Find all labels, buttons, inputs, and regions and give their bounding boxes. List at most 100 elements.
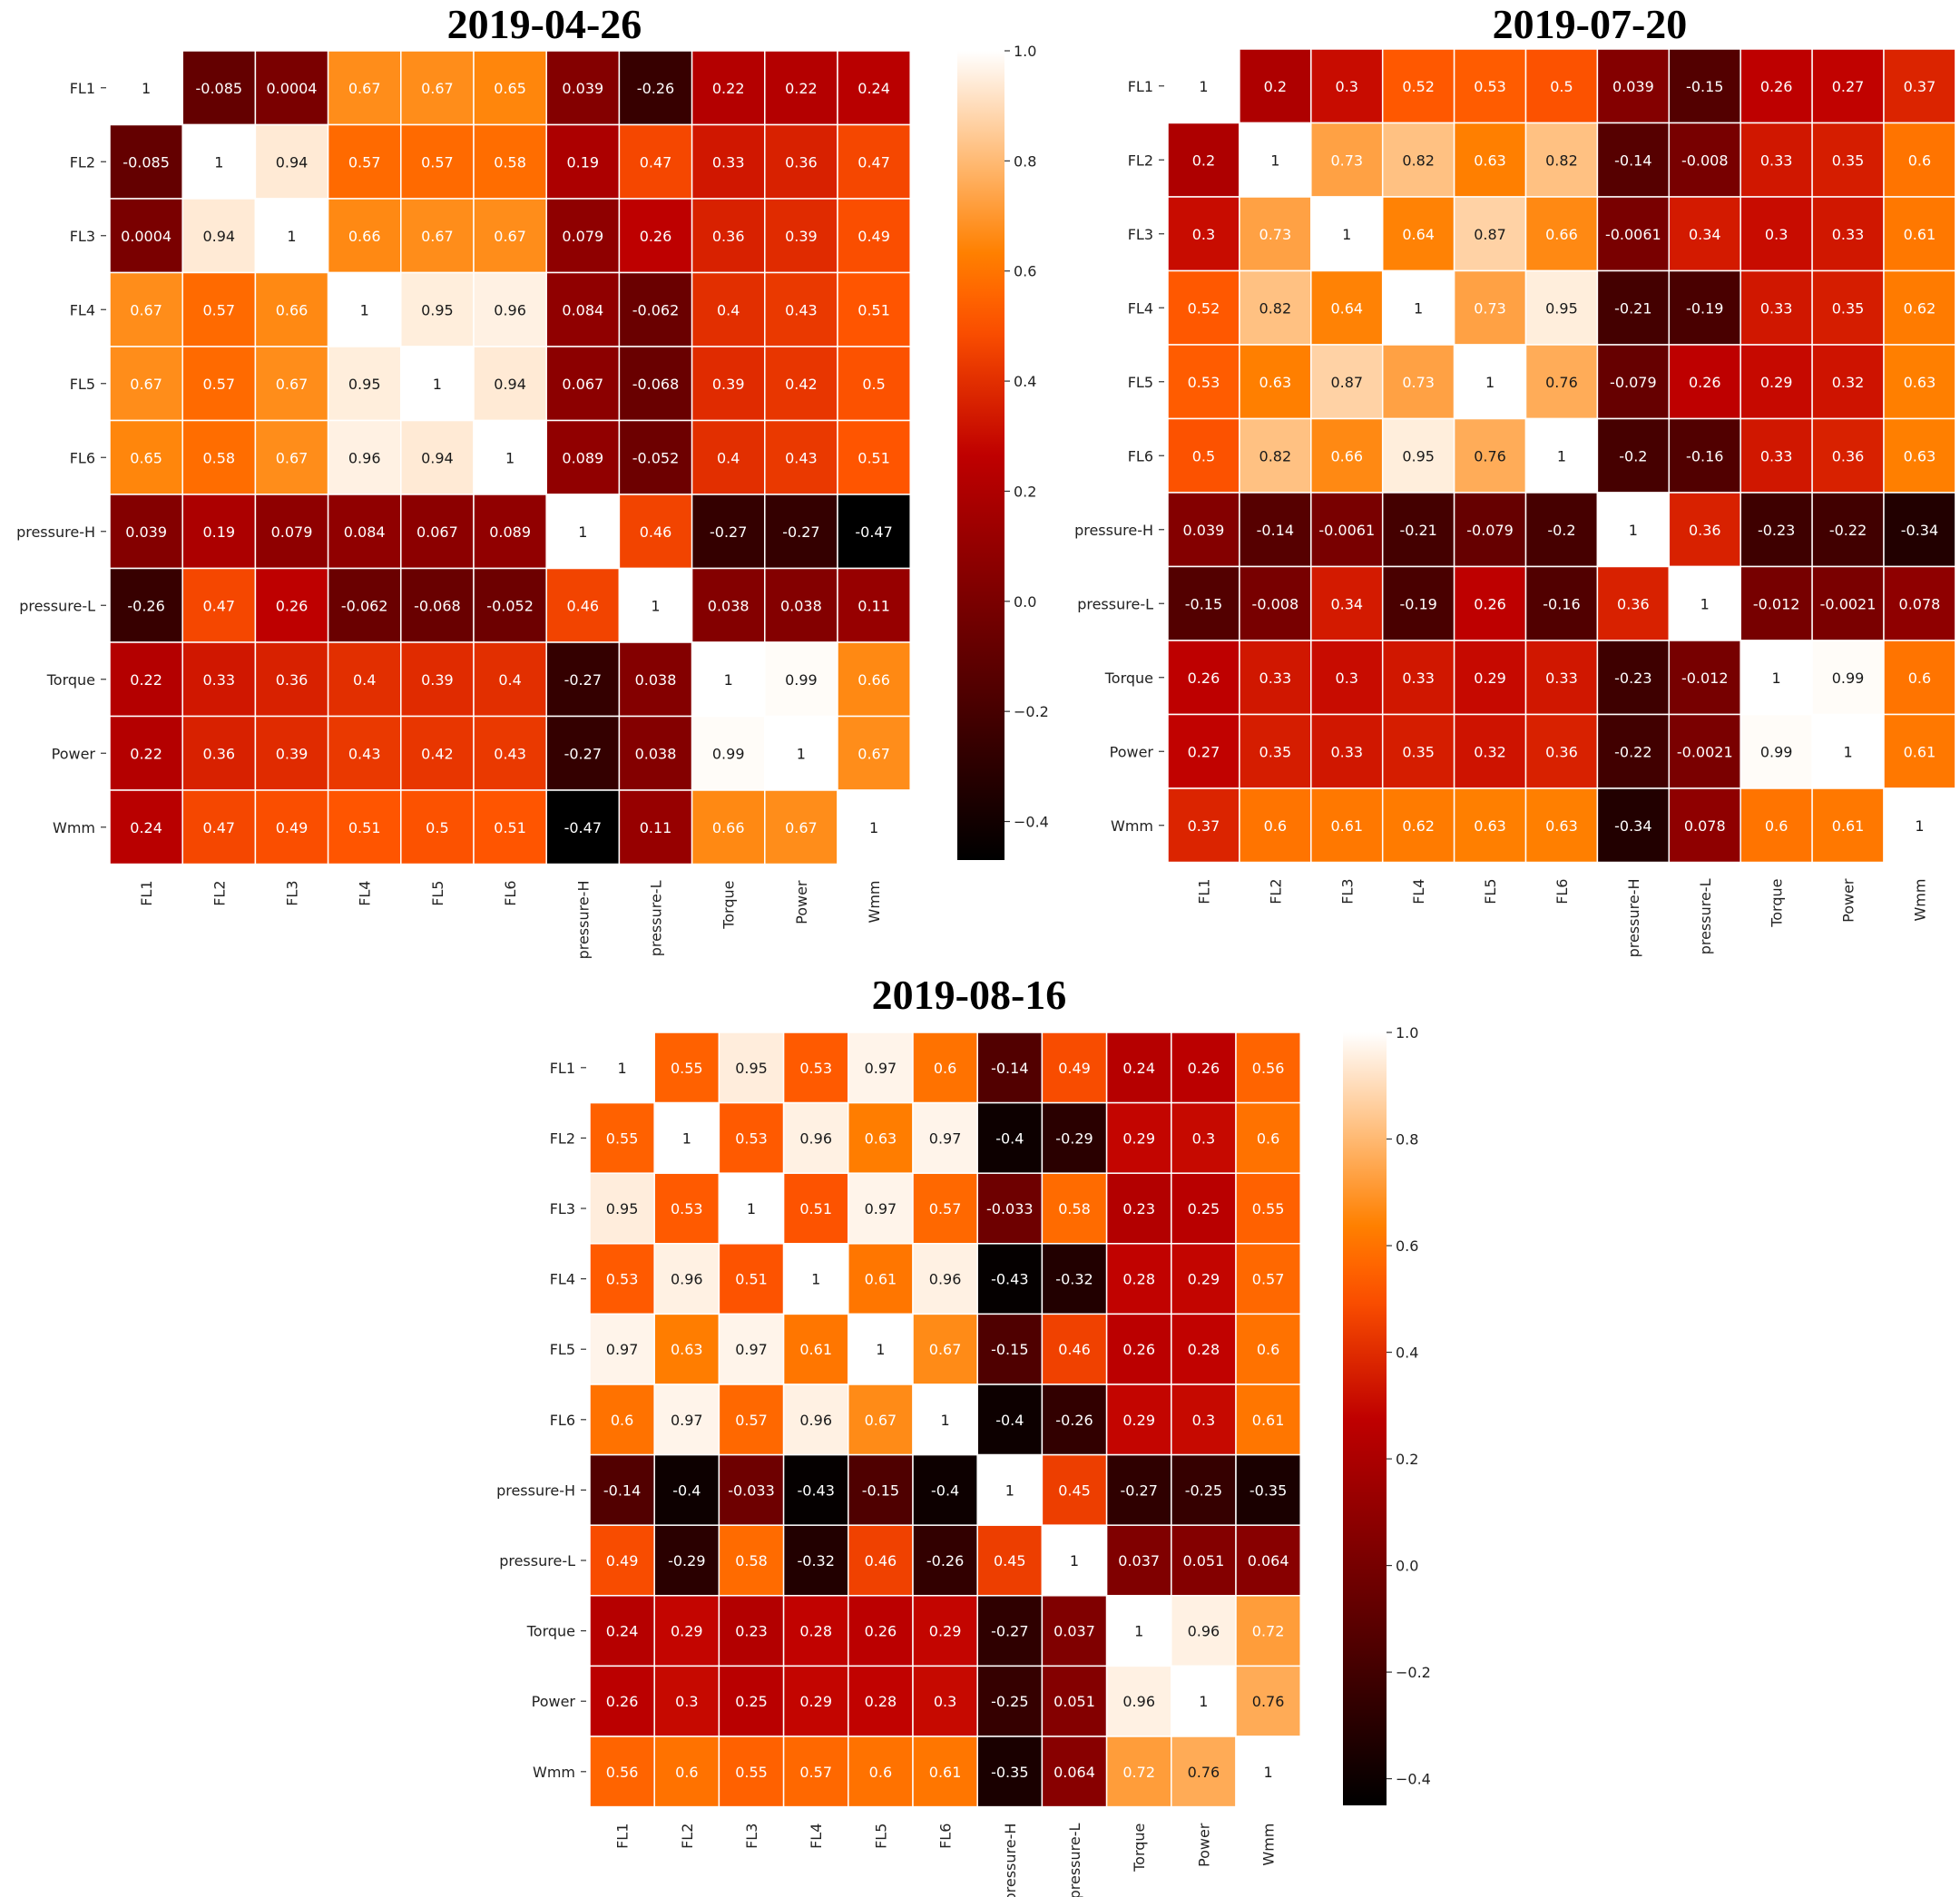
cell-value-label: 0.039	[125, 523, 167, 541]
cell-value-label: 1	[360, 301, 369, 318]
heatmap-cell	[1235, 1665, 1301, 1737]
y-tick-label-fl6: FL6	[70, 449, 95, 466]
heatmap-cell	[1041, 1524, 1108, 1597]
cell-value-label: 0.67	[348, 80, 381, 97]
cell-value-label: 0.55	[606, 1129, 639, 1147]
heatmap-cell	[109, 641, 183, 718]
heatmap-cell	[912, 1665, 978, 1737]
heatmap-cell	[1381, 492, 1455, 568]
heatmap-cell	[976, 1453, 1044, 1526]
heatmap-cell	[473, 494, 547, 570]
heatmap-cell	[718, 1172, 785, 1245]
y-tick-label-fl4: FL4	[550, 1271, 575, 1288]
heatmap-cell	[718, 1384, 785, 1456]
cell-value-label: 0.52	[1188, 299, 1220, 317]
heatmap-cell	[1171, 1736, 1237, 1808]
heatmap-cell	[1235, 1736, 1301, 1808]
cell-value-label: 0.064	[1054, 1764, 1095, 1781]
colorbar-tick-label: 0.4	[1396, 1345, 1418, 1362]
heatmap-cell	[545, 271, 621, 347]
cell-value-label: 0.34	[1330, 595, 1363, 612]
cell-value-label: 0.63	[671, 1341, 703, 1358]
cell-value-label: 0.51	[348, 819, 381, 836]
cell-value-label: 0.039	[1612, 78, 1654, 95]
chart-title: 2019-07-20	[1493, 1, 1688, 47]
cell-value-label: -0.34	[1614, 817, 1651, 835]
cell-value-label: 0.66	[348, 228, 381, 245]
x-tick-label-fl5: FL5	[429, 881, 446, 906]
y-tick-label-fl5: FL5	[70, 376, 95, 393]
heatmap-cell	[653, 1243, 720, 1315]
heatmap-cell	[848, 1524, 914, 1597]
cell-value-label: 0.61	[1330, 817, 1363, 835]
cell-value-label: 0.28	[865, 1693, 897, 1710]
heatmap-cell	[1171, 1101, 1237, 1174]
heatmap-cell	[1524, 417, 1599, 494]
cell-value-label: 0.45	[1058, 1481, 1091, 1499]
heatmap-cell	[1310, 565, 1384, 641]
chart-title: 2019-08-16	[872, 972, 1067, 1018]
cell-value-label: 0.25	[735, 1693, 768, 1710]
heatmap-cell	[1239, 417, 1312, 494]
y-tick-label-wmm: Wmm	[53, 819, 95, 836]
cell-value-label: 0.63	[1259, 374, 1292, 391]
cell-value-label: 0.33	[1545, 670, 1578, 687]
x-tick-label-power: Power	[793, 880, 810, 924]
cell-value-label: 1	[724, 671, 733, 689]
heatmap-cell	[1596, 787, 1671, 864]
cell-value-label: 0.6	[1908, 670, 1931, 687]
heatmap-cell	[1167, 787, 1240, 864]
cell-value-label: -0.43	[797, 1481, 834, 1499]
cell-value-label: 0.22	[130, 671, 162, 689]
heatmap-cell	[653, 1665, 720, 1737]
cell-value-label: 0.53	[1188, 374, 1220, 391]
cell-value-label: 0.29	[1188, 1271, 1220, 1288]
x-tick-label-fl2: FL2	[211, 881, 228, 906]
heatmap-cell	[400, 567, 475, 643]
cell-value-label: 0.037	[1118, 1552, 1160, 1569]
cell-value-label: 0.39	[785, 228, 818, 245]
heatmap-cell	[589, 1736, 655, 1808]
heatmap-cell	[1811, 565, 1885, 641]
cell-value-label: 0.4	[717, 449, 740, 466]
heatmap-cell	[1883, 122, 1956, 198]
heatmap-cell	[473, 198, 547, 274]
cell-value-label: -0.068	[414, 597, 461, 614]
cell-value-label: 0.0004	[121, 228, 172, 245]
heatmap-cell	[1740, 344, 1813, 420]
cell-value-label: -0.26	[1055, 1412, 1093, 1429]
x-tick-label-fl6: FL6	[1553, 879, 1571, 904]
heatmap-cell	[1171, 1172, 1237, 1245]
cell-value-label: -0.27	[564, 745, 602, 762]
heatmap-cell	[1381, 122, 1455, 198]
cell-value-label: 0.26	[1760, 78, 1793, 95]
heatmap-cell	[1740, 565, 1813, 641]
heatmap-cell	[400, 198, 475, 274]
heatmap-cell	[837, 641, 911, 718]
heatmap-cell	[1310, 48, 1384, 124]
heatmap-cell	[837, 271, 911, 347]
cell-value-label: 0.29	[1474, 670, 1506, 687]
cell-value-label: -0.15	[1686, 78, 1723, 95]
heatmap-cell	[782, 1172, 849, 1245]
y-tick-label-wmm: Wmm	[533, 1764, 575, 1781]
cell-value-label: 0.067	[416, 523, 458, 541]
cell-value-label: -0.32	[797, 1552, 834, 1569]
heatmap-cell	[1235, 1243, 1301, 1315]
heatmap-cell	[473, 50, 547, 126]
cell-value-label: 0.58	[1058, 1200, 1091, 1217]
colorbar-tick-label: −0.2	[1396, 1664, 1431, 1681]
heatmap-cell	[782, 1595, 849, 1667]
heatmap-cell	[109, 346, 183, 422]
cell-value-label: 0.42	[785, 376, 818, 393]
heatmap-cell	[109, 789, 183, 865]
cell-value-label: 1	[1342, 226, 1351, 243]
cell-value-label: 0.97	[671, 1412, 703, 1429]
heatmap-cell	[1167, 640, 1240, 716]
heatmap-cell	[254, 123, 329, 200]
x-tick-label-pressure-h: pressure-H	[1002, 1824, 1019, 1897]
cell-value-label: 1	[1134, 1623, 1143, 1640]
cell-value-label: 0.39	[276, 745, 309, 762]
cell-value-label: 0.19	[202, 523, 235, 541]
